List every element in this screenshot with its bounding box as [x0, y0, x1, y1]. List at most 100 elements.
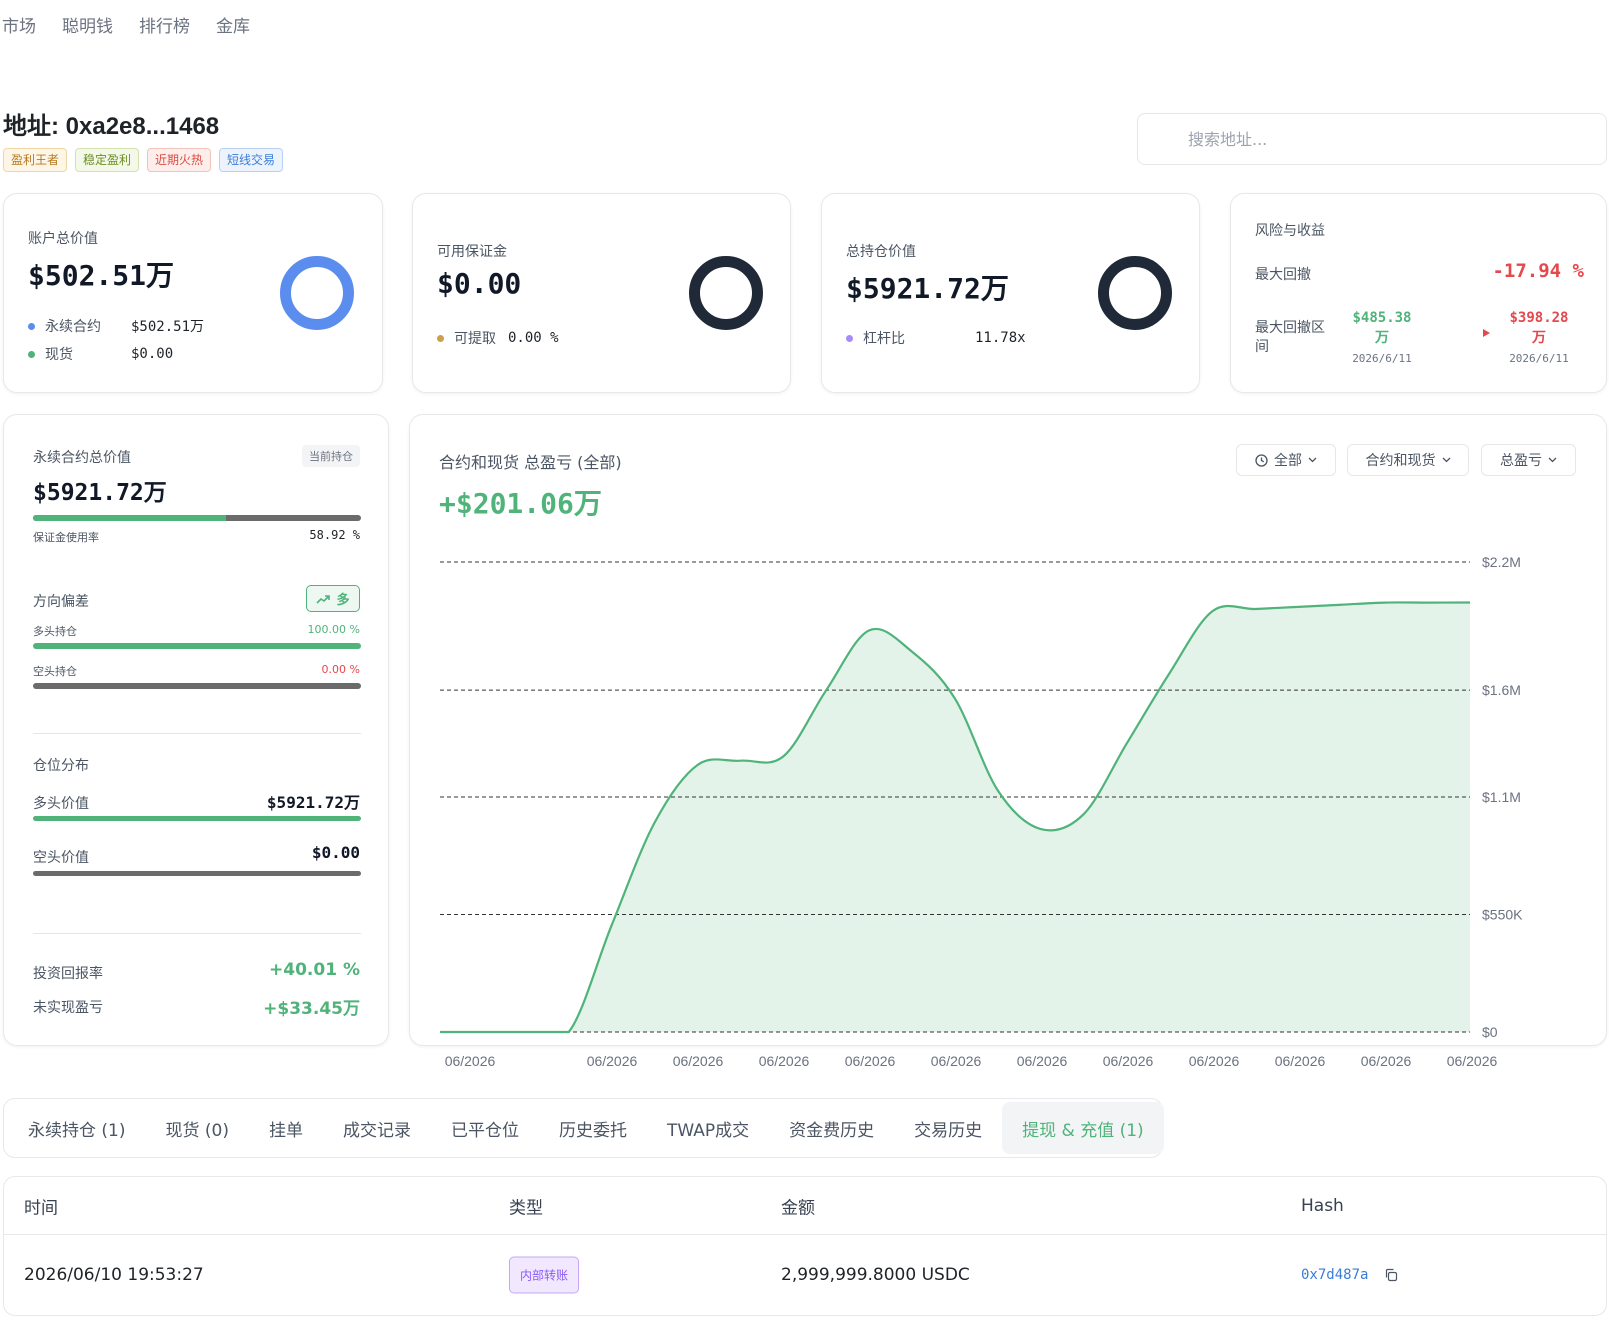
nav-item-vault[interactable]: 金库	[216, 17, 250, 37]
tab-fills[interactable]: 成交记录	[342, 1120, 411, 1141]
x-tick-label: 06/2026	[587, 1053, 638, 1069]
nav-item-leaderboard[interactable]: 排行榜	[139, 17, 190, 37]
trending-up-icon	[316, 594, 331, 604]
x-tick-label: 06/2026	[673, 1053, 724, 1069]
long-value-fill	[33, 816, 361, 821]
legend-label: 杠杆比	[863, 331, 905, 347]
nav-item-smart-money[interactable]: 聪明钱	[62, 17, 113, 37]
clock-icon	[1255, 453, 1268, 467]
divider	[33, 933, 361, 934]
donut-chart	[280, 256, 354, 330]
roi-value: +40.01 %	[269, 960, 360, 980]
legend-row: 永续合约 $502.51万	[28, 316, 204, 336]
tab-spot[interactable]: 现货 (0)	[165, 1120, 229, 1141]
tab-funding-history[interactable]: 资金费历史	[789, 1120, 875, 1141]
x-tick-label: 06/2026	[845, 1053, 896, 1069]
margin-usage-fill	[33, 515, 227, 521]
tag-list: 盈利王者 稳定盈利 近期火热 短线交易	[3, 148, 284, 172]
y-tick-label: $550K	[1482, 907, 1523, 923]
row-type-badge: 内部转账	[509, 1256, 580, 1294]
unrealized-pnl-value: +$33.45万	[263, 999, 360, 1019]
tab-deposits-withdrawals[interactable]: 提现 & 充值 (1)	[1002, 1102, 1164, 1154]
short-value-bar	[33, 871, 361, 876]
tab-twap[interactable]: TWAP成交	[666, 1120, 750, 1141]
copy-icon[interactable]	[1384, 1268, 1398, 1282]
drawdown-to-value: $398.28 万	[1509, 310, 1569, 346]
tag-badge: 稳定盈利	[75, 148, 140, 172]
legend-row: 现货 $0.00	[28, 344, 173, 364]
direction-badge-label: 多	[336, 593, 350, 608]
market-type-dropdown[interactable]: 合约和现货	[1347, 444, 1469, 476]
long-value-bar	[33, 816, 361, 821]
available-margin-card: 可用保证金 $0.00 可提取 0.00 %	[412, 193, 791, 393]
x-tick-label: 06/2026	[1017, 1053, 1068, 1069]
time-range-dropdown[interactable]: 全部	[1236, 444, 1336, 476]
pnl-line	[439, 601, 1471, 1034]
tab-order-history[interactable]: 历史委托	[558, 1120, 627, 1141]
card-label: 风险与收益	[1255, 223, 1325, 239]
y-tick-label: $1.1M	[1482, 789, 1521, 805]
market-type-label: 合约和现货	[1365, 453, 1436, 469]
column-header-amount: 金额	[781, 1198, 815, 1218]
account-value-card: 账户总价值 $502.51万 永续合约 $502.51万 现货 $0.00	[3, 193, 383, 393]
chevron-down-icon	[1548, 457, 1557, 463]
short-position-bar	[33, 683, 361, 689]
chart-total-pnl: +$201.06万	[439, 487, 602, 520]
x-tick-label: 06/2026	[759, 1053, 810, 1069]
metric-dropdown[interactable]: 总盈亏	[1481, 444, 1576, 476]
tab-trade-history[interactable]: 交易历史	[914, 1120, 983, 1141]
perp-detail-card: 永续合约总价值 当前持仓 $5921.72万 保证金使用率 58.92 % 方向…	[3, 414, 389, 1046]
long-value-label: 多头价值	[33, 796, 89, 812]
time-range-label: 全部	[1274, 453, 1302, 469]
margin-usage-label: 保证金使用率	[33, 531, 99, 544]
x-tick-label: 06/2026	[1275, 1053, 1326, 1069]
legend-row: 可提取 0.00 %	[437, 328, 559, 348]
x-tick-label: 06/2026	[1189, 1053, 1240, 1069]
column-header-type: 类型	[509, 1198, 543, 1218]
transfers-table: 时间 类型 金额 Hash 2026/06/10 19:53:27 内部转账 2…	[3, 1176, 1607, 1316]
tag-badge: 短线交易	[219, 148, 284, 172]
y-tick-label: $1.6M	[1482, 682, 1521, 698]
long-position-pct: 100.00 %	[307, 623, 360, 636]
x-tick-label: 06/2026	[1103, 1053, 1154, 1069]
perp-total-value: $5921.72万	[33, 480, 167, 506]
card-label: 可用保证金	[437, 244, 507, 260]
account-total-value: $502.51万	[28, 259, 175, 292]
perp-total-label: 永续合约总价值	[33, 450, 131, 466]
nav-item-market[interactable]: 市场	[2, 17, 36, 37]
search-input[interactable]	[1137, 113, 1607, 165]
donut-chart	[689, 256, 763, 330]
drawdown-to-date: 2026/6/11	[1509, 352, 1569, 365]
available-margin-value: $0.00	[437, 267, 522, 300]
legend-dot	[28, 350, 35, 358]
tab-perp-positions[interactable]: 永续持仓 (1)	[28, 1120, 126, 1141]
card-label: 总持仓价值	[846, 244, 916, 260]
history-tabs: 永续持仓 (1) 现货 (0) 挂单 成交记录 已平仓位 历史委托 TWAP成交…	[3, 1098, 1164, 1158]
top-nav: 市场 聪明钱 排行榜 金库	[2, 12, 250, 37]
legend-row: 杠杆比 11.78x	[846, 328, 1026, 348]
chart-title: 合约和现货 总盈亏 (全部)	[439, 453, 622, 472]
x-tick-label: 06/2026	[445, 1053, 496, 1069]
row-hash-link[interactable]: 0x7d487a	[1301, 1267, 1369, 1283]
tab-open-orders[interactable]: 挂单	[268, 1120, 303, 1141]
x-tick-label: 06/2026	[1447, 1053, 1498, 1069]
legend-dot	[846, 334, 853, 342]
chevron-down-icon	[1308, 457, 1317, 463]
max-drawdown-value: -17.94 %	[1492, 260, 1584, 282]
drawdown-range-label: 最大回撤区间	[1255, 320, 1325, 355]
long-value: $5921.72万	[266, 793, 360, 812]
table-header: 时间 类型 金额 Hash	[4, 1177, 1606, 1235]
drawdown-from-value: $485.38 万	[1352, 310, 1412, 346]
direction-bias-label: 方向偏差	[33, 594, 89, 610]
direction-badge: 多	[306, 585, 360, 612]
unrealized-pnl-label: 未实现盈亏	[33, 1000, 103, 1016]
legend-value: 0.00 %	[508, 330, 559, 346]
legend-value: $0.00	[131, 346, 174, 362]
column-header-hash: Hash	[1301, 1195, 1344, 1216]
tab-closed-positions[interactable]: 已平仓位	[450, 1120, 519, 1141]
arrow-right-icon	[1431, 329, 1490, 337]
legend-dot	[28, 322, 35, 330]
total-position-value: $5921.72万	[846, 272, 1009, 305]
current-position-badge: 当前持仓	[302, 445, 360, 467]
address-title: 地址: 0xa2e8...1468	[3, 113, 220, 140]
